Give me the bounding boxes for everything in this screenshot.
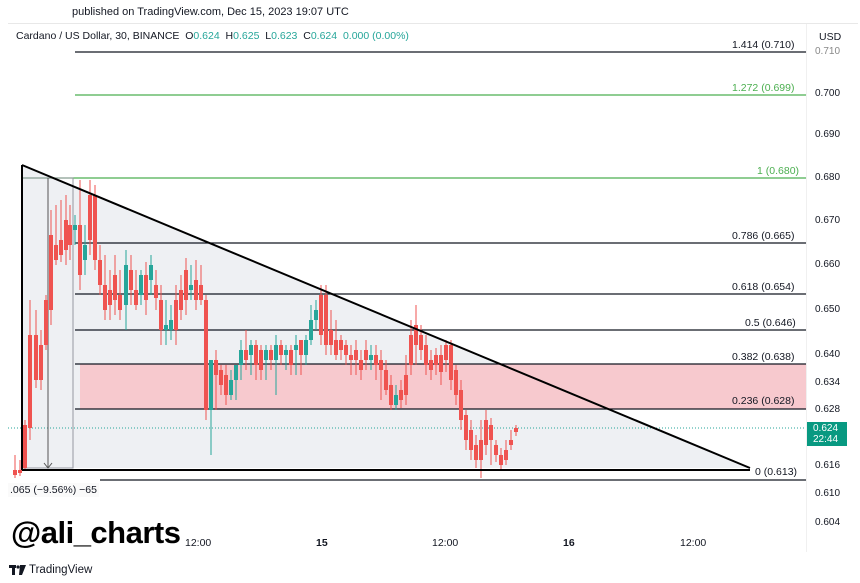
price-tick: 0.604 — [815, 517, 841, 528]
fib-label-1272: 1.272 (0.699) — [732, 82, 795, 94]
time-tick: 12:00 — [432, 537, 459, 549]
high-value: 0.625 — [233, 30, 260, 42]
fib-label-0786: 0.786 (0.665) — [732, 230, 795, 242]
price-tick: 0.628 — [815, 404, 841, 415]
fib-label-1: 1 (0.680) — [757, 165, 800, 177]
low-label: L — [265, 30, 272, 42]
current-price-tag: 0.624 22:44 — [807, 422, 847, 446]
price-tick: 0.660 — [815, 259, 841, 270]
price-tick: 0.690 — [815, 129, 841, 140]
current-price-value: 0.624 — [813, 423, 839, 434]
measure-label: .065 (−9.56%) −65 — [8, 483, 99, 497]
bar-countdown: 22:44 — [813, 434, 839, 445]
price-tick: 0.616 — [815, 460, 841, 471]
tradingview-branding[interactable]: TradingView — [9, 564, 92, 576]
descending-triangle[interactable] — [21, 164, 751, 471]
price-tick: 0.670 — [815, 215, 841, 226]
change-value: 0.000 (0.00%) — [342, 30, 409, 42]
tradingview-logo-icon — [9, 565, 26, 575]
price-tick: 0.650 — [815, 304, 841, 315]
price-tick: 0.634 — [815, 377, 841, 388]
symbol-name[interactable]: Cardano / US Dollar, 30, BINANCE — [16, 30, 180, 42]
price-tick: 0.640 — [815, 349, 841, 360]
chart-frame — [8, 23, 858, 553]
price-tick: 0.710 — [815, 46, 841, 57]
price-tick: 0.700 — [815, 88, 841, 99]
time-tick: 15 — [316, 537, 328, 549]
fib-label-05: 0.5 (0.646) — [745, 317, 796, 329]
high-label: H — [225, 30, 234, 42]
open-value: 0.624 — [193, 30, 220, 42]
arrow-head-icon — [43, 462, 53, 469]
fib-label-0: 0 (0.613) — [755, 466, 798, 478]
tradingview-label: TradingView — [29, 564, 93, 576]
price-tick: 0.680 — [815, 172, 841, 183]
fib-label-0382: 0.382 (0.638) — [732, 351, 795, 363]
price-axis-separator — [806, 24, 807, 552]
time-tick: 12:00 — [680, 537, 707, 549]
price-tick: 0.610 — [815, 488, 841, 499]
low-value: 0.623 — [271, 30, 298, 42]
published-note: published on TradingView.com, Dec 15, 20… — [72, 6, 349, 18]
close-value: 0.624 — [310, 30, 338, 42]
fib-label-0618: 0.618 (0.654) — [732, 281, 795, 293]
fib-label-0236: 0.236 (0.628) — [732, 395, 795, 407]
fib-label-1414: 1.414 (0.710) — [732, 39, 795, 51]
author-watermark: @ali_charts — [11, 515, 181, 550]
open-label: O — [185, 30, 194, 42]
symbol-legend: Cardano / US Dollar, 30, BINANCE O0.624 … — [16, 30, 409, 42]
time-tick: 12:00 — [185, 537, 212, 549]
close-label: C — [303, 30, 311, 42]
time-tick: 16 — [563, 537, 575, 549]
candles — [13, 180, 518, 478]
currency-label[interactable]: USD — [819, 31, 842, 43]
